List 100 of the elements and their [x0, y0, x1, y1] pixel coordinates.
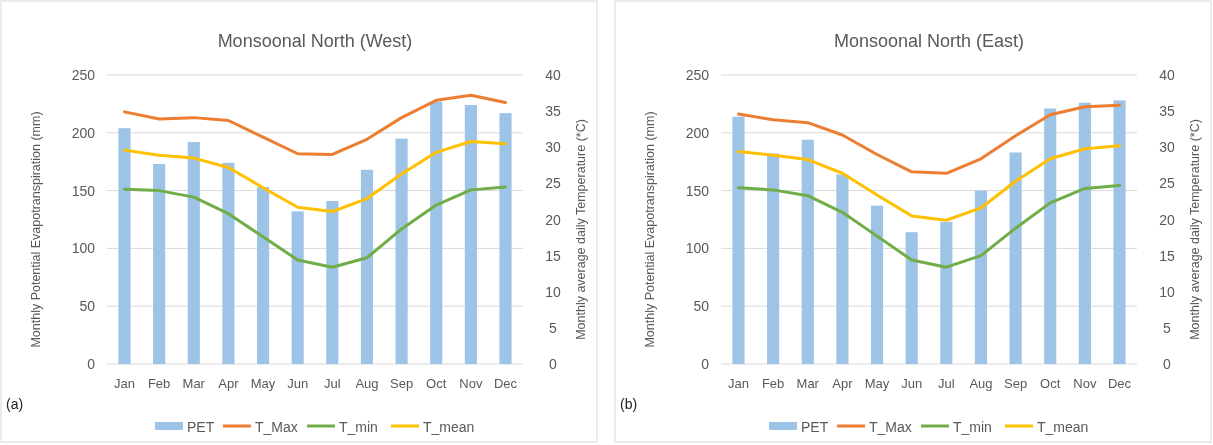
x-tick-label: Mar — [796, 376, 820, 391]
legend-label: T_mean — [1037, 419, 1089, 435]
x-tick-label: Jan — [114, 376, 135, 391]
bar — [360, 169, 374, 364]
bar — [767, 153, 780, 364]
bar — [118, 128, 131, 364]
y-tick-label: 200 — [685, 124, 710, 141]
x-tick-label: Oct — [1040, 376, 1061, 391]
y2-tick-label: 5 — [1163, 319, 1172, 336]
y-tick-label: 0 — [87, 356, 96, 372]
y-tick-label: 50 — [79, 298, 96, 315]
legend-label: T_min — [339, 419, 378, 435]
x-tick-label: May — [864, 376, 890, 391]
x-tick-label: Feb — [761, 376, 785, 391]
bar — [836, 174, 849, 364]
legend-label: PET — [187, 419, 215, 435]
chart-title: Monsoonal North (East) — [833, 31, 1025, 51]
bar — [1113, 100, 1126, 364]
bar — [464, 105, 477, 364]
line-series — [122, 93, 508, 156]
text: (b) — [620, 396, 638, 412]
y2-tick-label: 35 — [545, 103, 561, 120]
bar — [1044, 108, 1057, 364]
bar — [499, 113, 512, 364]
y2-axis-title: Monthly average daily Temperature (*C) — [574, 119, 588, 340]
x-tick-label: Sep — [390, 376, 414, 391]
y-tick-label: 100 — [685, 240, 710, 257]
chart-title: Monsoonal North (West) — [217, 31, 413, 51]
x-tick-label: Aug — [355, 376, 379, 391]
legend-label: PET — [801, 419, 829, 435]
bar — [732, 116, 745, 364]
x-tick-label: Jun — [287, 376, 309, 391]
bar — [222, 162, 235, 364]
line-series — [736, 103, 1122, 175]
y2-tick-label: 35 — [1159, 103, 1175, 120]
line-series — [736, 144, 1122, 222]
y2-tick-label: 20 — [545, 211, 561, 228]
y2-tick-label: 20 — [1159, 211, 1175, 228]
bar — [940, 221, 953, 364]
y-tick-label: 50 — [693, 298, 710, 315]
x-tick-label: Jun — [901, 376, 923, 391]
y-tick-label: 250 — [685, 67, 710, 83]
y2-tick-label: 25 — [1159, 175, 1175, 192]
bar — [1078, 102, 1091, 364]
y2-tick-label: 30 — [545, 139, 561, 156]
x-tick-label: Nov — [1073, 376, 1097, 391]
y2-tick-label: 5 — [549, 319, 558, 336]
bar — [430, 101, 443, 364]
x-tick-label: Jul — [324, 376, 341, 391]
y2-tick-label: 30 — [1159, 139, 1175, 156]
x-tick-label: Aug — [969, 376, 993, 391]
bar — [187, 142, 200, 364]
bar — [395, 138, 408, 364]
legend-label: T_Max — [869, 419, 912, 435]
y-tick-label: 150 — [685, 182, 710, 199]
x-tick-label: Mar — [182, 376, 206, 391]
bar — [291, 211, 304, 364]
y2-tick-label: 10 — [545, 283, 561, 300]
bar — [1009, 152, 1022, 364]
y-tick-label: 100 — [71, 240, 96, 257]
y2-tick-label: 15 — [1159, 247, 1175, 264]
bar — [326, 201, 339, 364]
bar — [256, 187, 270, 364]
y-axis-title: Monthly Potential Evapotranspiration (mm) — [643, 111, 657, 348]
legend-label: T_min — [953, 419, 992, 435]
x-tick-label: Nov — [459, 376, 483, 391]
legend-label: T_Max — [255, 419, 298, 435]
bar — [153, 164, 166, 364]
y2-tick-label: 40 — [1159, 67, 1175, 83]
y2-tick-label: 0 — [549, 356, 558, 372]
line-series — [122, 185, 508, 269]
y-axis-title: Monthly Potential Evapotranspiration (mm) — [29, 111, 43, 348]
text: (a) — [6, 396, 24, 412]
x-tick-label: Jul — [938, 376, 955, 391]
bar — [905, 232, 918, 364]
legend-label: T_mean — [423, 419, 475, 435]
x-tick-label: Jan — [728, 376, 749, 391]
y2-tick-label: 15 — [545, 247, 561, 264]
line-series — [122, 139, 508, 214]
x-tick-label: Feb — [147, 376, 171, 391]
line-series — [736, 184, 1122, 269]
x-tick-label: Dec — [493, 376, 518, 391]
bar — [801, 139, 814, 364]
y2-axis-title: Monthly average daily Temperature (*C) — [1188, 119, 1202, 340]
y-tick-label: 200 — [71, 124, 96, 141]
x-tick-label: Apr — [218, 376, 240, 391]
x-tick-label: Apr — [832, 376, 854, 391]
bar — [870, 205, 884, 364]
y-tick-label: 250 — [71, 67, 96, 83]
x-tick-label: Oct — [426, 376, 447, 391]
y2-tick-label: 0 — [1163, 356, 1172, 372]
y-tick-label: 0 — [701, 356, 710, 372]
bar — [974, 190, 988, 364]
x-tick-label: May — [250, 376, 276, 391]
y-tick-label: 150 — [71, 182, 96, 199]
x-tick-label: Dec — [1107, 376, 1132, 391]
x-tick-label: Sep — [1004, 376, 1028, 391]
y2-tick-label: 40 — [545, 67, 561, 83]
y2-tick-label: 25 — [545, 175, 561, 192]
y2-tick-label: 10 — [1159, 283, 1175, 300]
